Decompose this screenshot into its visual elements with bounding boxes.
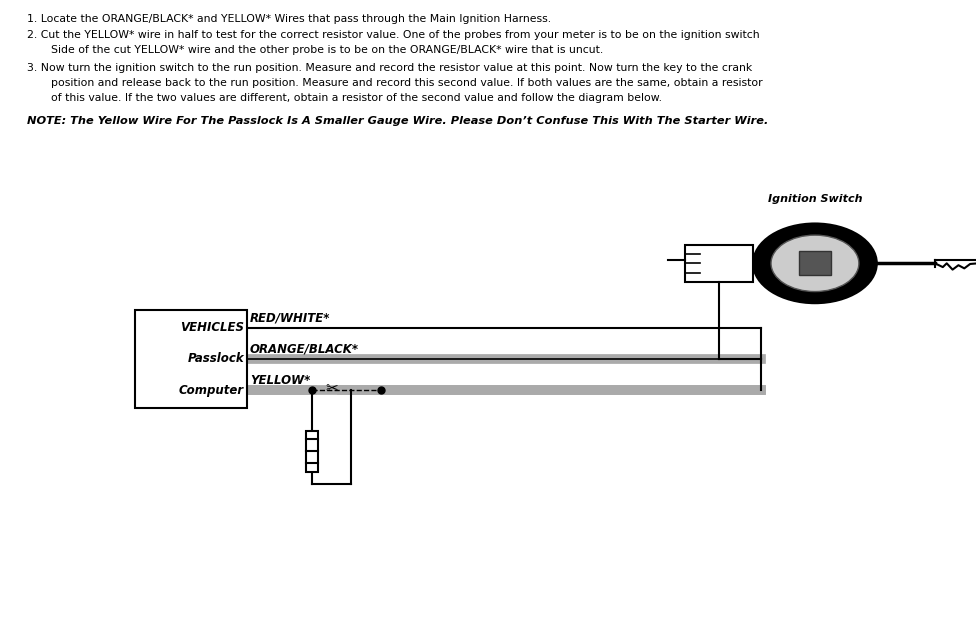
- Text: .: .: [328, 75, 332, 88]
- Text: of this value. If the two values are different, obtain a resistor of the second : of this value. If the two values are dif…: [51, 93, 662, 103]
- Text: 3. Now turn the ignition switch to the run position. Measure and record the resi: 3. Now turn the ignition switch to the r…: [27, 63, 752, 73]
- Text: VEHICLES: VEHICLES: [180, 322, 244, 334]
- Text: ORANGE/BLACK*: ORANGE/BLACK*: [250, 343, 359, 356]
- Text: RED/WHITE*: RED/WHITE*: [250, 312, 330, 325]
- Text: 2. Cut the YELLOW* wire in half to test for the correct resistor value. One of t: 2. Cut the YELLOW* wire in half to test …: [27, 30, 760, 40]
- Text: NOTE: The Yellow Wire For The Passlock Is A Smaller Gauge Wire. Please Don’t Con: NOTE: The Yellow Wire For The Passlock I…: [27, 116, 769, 126]
- Bar: [135, 310, 247, 408]
- Text: ✂: ✂: [325, 381, 339, 396]
- Text: YELLOW*: YELLOW*: [250, 374, 310, 387]
- Circle shape: [771, 235, 859, 292]
- Circle shape: [753, 224, 876, 303]
- Bar: [306, 431, 318, 472]
- Bar: [799, 251, 831, 275]
- Text: 1. Locate the ORANGE/BLACK* and YELLOW* Wires that pass through the Main Ignitio: 1. Locate the ORANGE/BLACK* and YELLOW* …: [27, 14, 551, 24]
- Text: Ignition Switch: Ignition Switch: [768, 194, 862, 204]
- Text: Side of the cut YELLOW* wire and the other probe is to be on the ORANGE/BLACK* w: Side of the cut YELLOW* wire and the oth…: [51, 45, 603, 55]
- Bar: [685, 245, 753, 282]
- Text: Computer: Computer: [179, 384, 244, 396]
- Text: Passlock: Passlock: [187, 352, 244, 366]
- Text: position and release back to the run position. Measure and record this second va: position and release back to the run pos…: [51, 78, 762, 88]
